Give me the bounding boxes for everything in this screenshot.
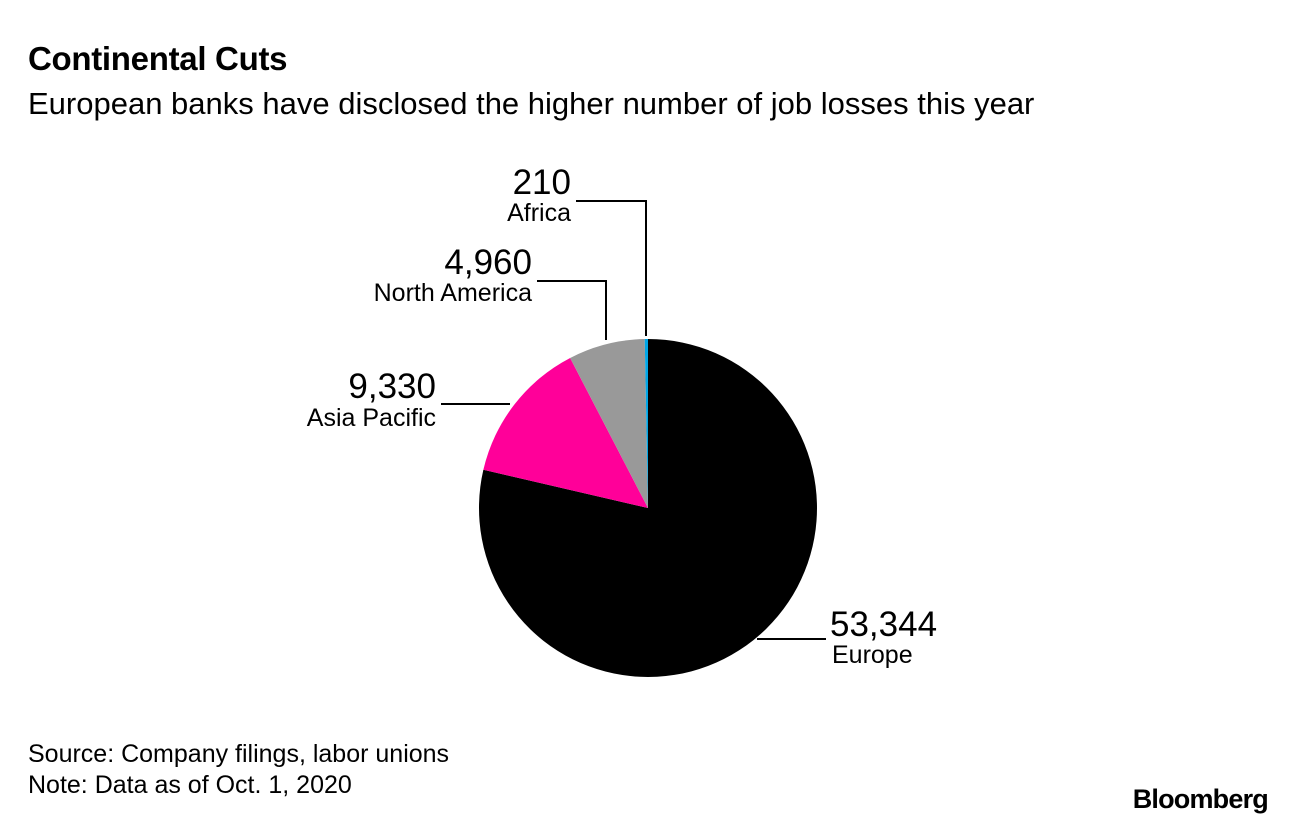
callout-europe: 53,344 Europe bbox=[757, 605, 937, 669]
pie-slices bbox=[478, 338, 817, 677]
source-note: Source: Company filings, labor unions bbox=[28, 740, 450, 768]
pie-slice-africa bbox=[644, 338, 648, 508]
pie-slice-europe bbox=[478, 339, 817, 677]
leader-line-north-america bbox=[537, 280, 607, 340]
data-label-north-america-value: 4,960 bbox=[444, 243, 532, 282]
leader-line-africa bbox=[576, 200, 647, 336]
data-label-north-america-name: North America bbox=[374, 279, 532, 307]
data-note: Note: Data as of Oct. 1, 2020 bbox=[28, 771, 352, 799]
chart-title: Continental Cuts bbox=[28, 40, 288, 77]
callout-asia-pacific: 9,330 Asia Pacific bbox=[307, 367, 510, 432]
data-label-africa-value: 210 bbox=[513, 163, 571, 202]
data-label-asia-pacific-name: Asia Pacific bbox=[307, 404, 436, 432]
data-label-asia-pacific-value: 9,330 bbox=[348, 367, 436, 406]
bloomberg-logo: Bloomberg bbox=[1132, 784, 1269, 814]
pie-slice-asia-pacific bbox=[483, 358, 648, 508]
data-label-africa-name: Africa bbox=[507, 199, 571, 227]
chart-subtitle: European banks have disclosed the higher… bbox=[28, 86, 1035, 121]
callout-north-america: 4,960 North America bbox=[374, 243, 607, 340]
data-label-europe-name: Europe bbox=[832, 641, 913, 669]
callout-africa: 210 Africa bbox=[507, 163, 647, 336]
pie-slice-north-america bbox=[570, 339, 648, 508]
data-label-europe-value: 53,344 bbox=[830, 605, 937, 644]
